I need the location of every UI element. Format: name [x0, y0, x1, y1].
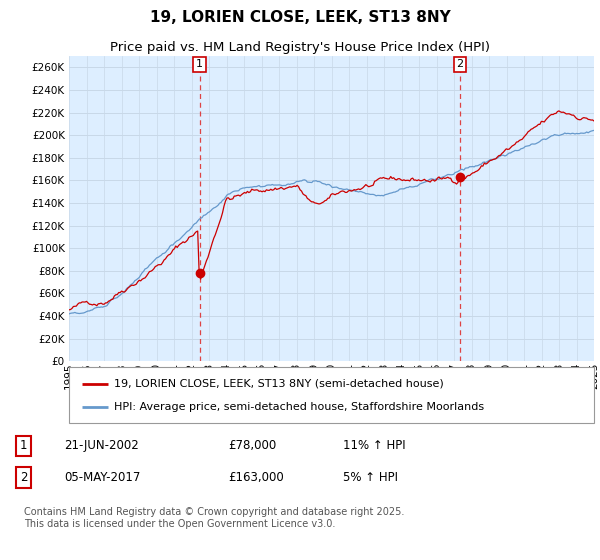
Text: HPI: Average price, semi-detached house, Staffordshire Moorlands: HPI: Average price, semi-detached house,…	[113, 402, 484, 412]
Text: 11% ↑ HPI: 11% ↑ HPI	[343, 440, 406, 452]
Text: 5% ↑ HPI: 5% ↑ HPI	[343, 471, 398, 484]
FancyBboxPatch shape	[69, 367, 594, 423]
Text: 1: 1	[196, 59, 203, 69]
Text: 21-JUN-2002: 21-JUN-2002	[64, 440, 139, 452]
Text: 2: 2	[457, 59, 464, 69]
Text: 19, LORIEN CLOSE, LEEK, ST13 8NY (semi-detached house): 19, LORIEN CLOSE, LEEK, ST13 8NY (semi-d…	[113, 379, 443, 389]
Text: 1: 1	[20, 440, 28, 452]
Text: Price paid vs. HM Land Registry's House Price Index (HPI): Price paid vs. HM Land Registry's House …	[110, 41, 490, 54]
Text: £163,000: £163,000	[228, 471, 284, 484]
Text: £78,000: £78,000	[228, 440, 277, 452]
Text: 2: 2	[20, 471, 28, 484]
Text: 05-MAY-2017: 05-MAY-2017	[64, 471, 140, 484]
Text: 19, LORIEN CLOSE, LEEK, ST13 8NY: 19, LORIEN CLOSE, LEEK, ST13 8NY	[149, 11, 451, 25]
Text: Contains HM Land Registry data © Crown copyright and database right 2025.
This d: Contains HM Land Registry data © Crown c…	[23, 507, 404, 529]
